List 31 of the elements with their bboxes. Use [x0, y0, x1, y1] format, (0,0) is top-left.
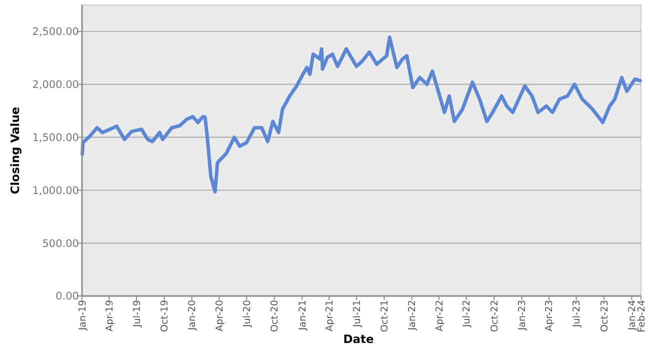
x-tick-label: Apr-20	[214, 300, 226, 332]
x-tick-label: Jan-23	[517, 300, 528, 332]
x-tick-label: Jan-21	[297, 300, 308, 332]
x-tick-label: Oct-20	[270, 300, 281, 332]
x-tick-label: Jan-20	[187, 300, 198, 332]
y-tick-label: 0.00	[56, 290, 79, 303]
x-tick-label: Oct-22	[489, 300, 500, 332]
x-tick-label: Oct-21	[380, 300, 391, 332]
line-series	[80, 36, 642, 194]
x-tick-label: Apr-21	[324, 300, 336, 332]
x-tick-label: Feb-24	[636, 300, 648, 332]
x-tick-label: Jan-22	[407, 300, 418, 332]
y-tick-label: 2,000.00	[32, 79, 79, 92]
y-tick-label: 1,500.00	[32, 132, 79, 144]
x-tick-label: Apr-23	[544, 300, 556, 332]
y-tick-label: 1,000.00	[32, 184, 79, 197]
x-tick-label: Oct-19	[160, 300, 171, 332]
x-tick-label: Jul-19	[132, 300, 143, 328]
x-tick-label: Jul-20	[242, 300, 253, 328]
x-tick-label: Jan-24	[626, 300, 638, 332]
y-tick-label: 500.00	[42, 238, 79, 250]
x-tick-label: Apr-22	[434, 300, 446, 332]
x-tick-label: Jul-23	[572, 300, 583, 328]
x-tick-label: Jul-21	[352, 300, 363, 328]
x-tick-label: Jan-19	[77, 300, 88, 332]
x-tick-label: Apr-19	[104, 300, 116, 332]
x-tick-label: Jul-22	[462, 300, 473, 328]
x-tick-label: Oct-23	[599, 300, 610, 332]
y-axis-title: Closing Value	[8, 106, 22, 194]
x-axis-title: Date	[343, 332, 374, 346]
y-tick-label: 2,500.00	[32, 26, 79, 38]
